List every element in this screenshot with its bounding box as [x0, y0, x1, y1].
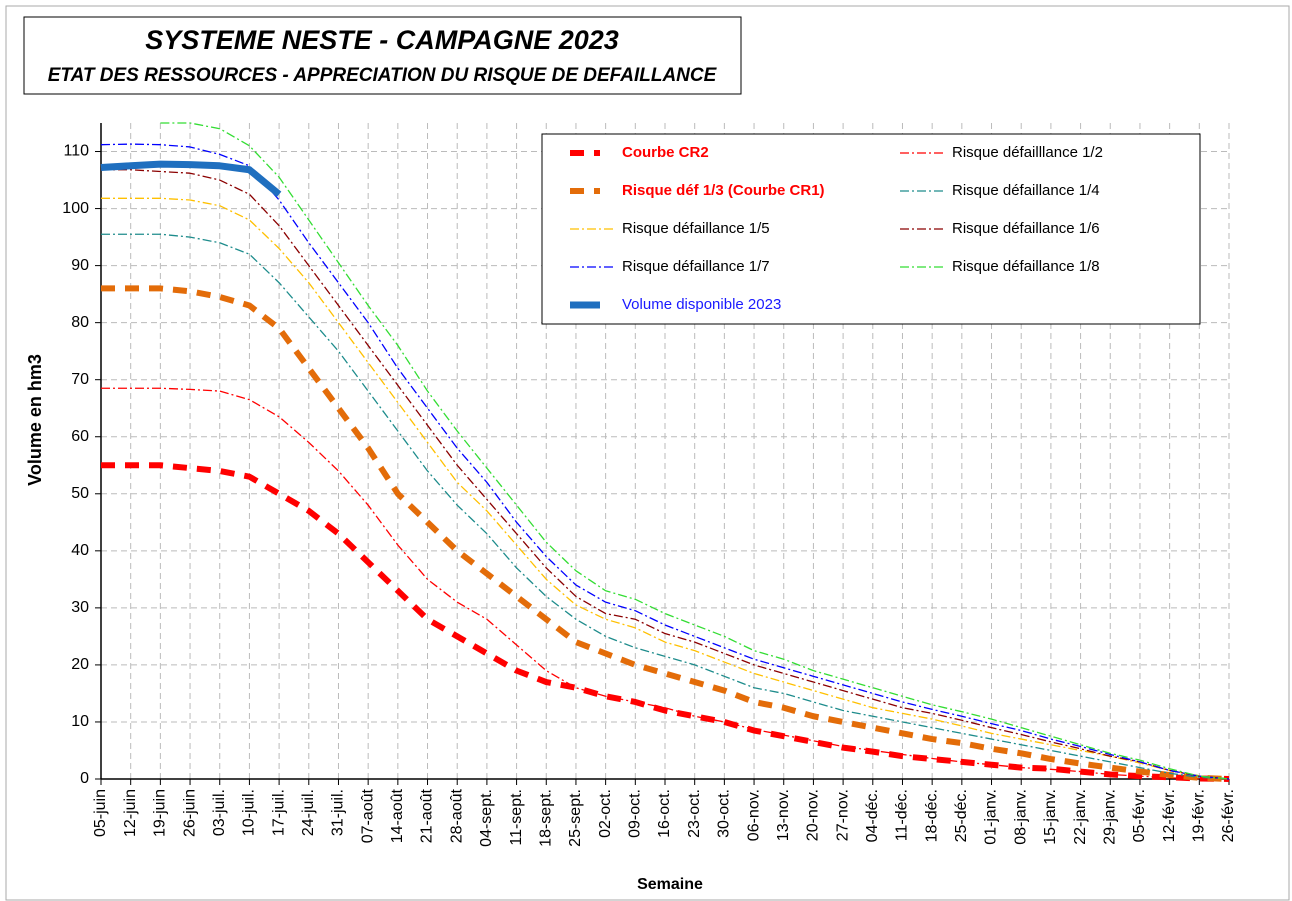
x-tick-label: 02-oct.: [597, 789, 614, 838]
legend-box: [541, 133, 1201, 325]
x-tick-label: 18-sept.: [537, 789, 554, 847]
x-tick-label: 11-sept.: [508, 789, 525, 846]
x-tick-label: 06-nov.: [745, 789, 762, 841]
y-tick-label: 110: [63, 143, 89, 160]
plot-area: [100, 122, 1230, 782]
x-tick-label: 01-janv.: [983, 789, 1000, 845]
y-tick-label: 70: [71, 371, 89, 388]
x-tick-label: 11-déc.: [894, 789, 911, 841]
legend-label: Risque déf 1/3 (Courbe CR1): [622, 182, 825, 199]
legend-label: Risque défaillance 1/7: [622, 258, 770, 275]
y-tick-label: 20: [71, 656, 89, 673]
x-tick-label: 08-janv.: [1012, 789, 1029, 845]
series-line: [101, 387, 1230, 780]
x-tick-label: 19-févr.: [1191, 789, 1208, 842]
x-tick-label: 22-janv.: [1072, 789, 1089, 845]
series-line: [101, 285, 1230, 782]
legend-label: Risque défaillance 1/8: [952, 258, 1100, 275]
x-tick-label: 20-nov.: [805, 789, 822, 841]
x-tick-label: 10-juil.: [241, 789, 258, 836]
x-tick-label: 27-nov.: [834, 789, 851, 841]
x-tick-label: 05-juin: [92, 789, 109, 837]
x-tick-label: 03-juil.: [211, 789, 228, 836]
x-tick-label: 17-juil.: [270, 789, 287, 836]
legend-label: Risque défaillance 1/5: [622, 220, 770, 237]
x-tick-label: 13-nov.: [775, 789, 792, 841]
y-tick-label: 10: [71, 713, 89, 730]
y-tick-label: 40: [71, 542, 89, 559]
x-tick-label: 29-janv.: [1101, 789, 1118, 845]
y-tick-label: 90: [71, 257, 89, 274]
series-line: [100, 160, 282, 198]
legend-label: Volume disponible 2023: [622, 296, 781, 313]
chart-title: SYSTEME NESTE - CAMPAGNE 2023: [145, 25, 619, 55]
x-tick-label: 18-déc.: [923, 789, 940, 842]
x-tick-label: 25-déc.: [953, 789, 970, 842]
x-axis-label: Semaine: [637, 876, 703, 893]
y-tick-label: 50: [71, 485, 89, 502]
x-tick-label: 14-août: [389, 788, 406, 843]
x-tick-label: 31-juil.: [330, 789, 347, 836]
x-tick-label: 19-juin: [152, 789, 169, 837]
x-tick-label: 15-janv.: [1042, 789, 1059, 845]
x-tick-label: 25-sept.: [567, 789, 584, 847]
legend-label: Risque défaillance 1/4: [952, 182, 1100, 199]
x-tick-label: 04-sept.: [478, 789, 495, 847]
legend-label: Courbe CR2: [622, 144, 709, 161]
x-tick-label: 21-août: [419, 788, 436, 843]
legend-label: Risque défaillance 1/6: [952, 220, 1100, 237]
y-tick-label: 100: [62, 200, 89, 217]
legend-label: Risque défailllance 1/2: [952, 144, 1103, 161]
series-line: [101, 197, 1230, 780]
chart-subtitle: ETAT DES RESSOURCES - APPRECIATION DU RI…: [48, 65, 718, 86]
title-box: [23, 16, 742, 95]
x-tick-label: 05-févr.: [1131, 789, 1148, 842]
x-tick-label: 30-oct.: [716, 789, 733, 838]
series-line: [100, 143, 1230, 780]
x-tick-label: 12-juin: [122, 789, 139, 837]
y-tick-label: 80: [71, 314, 89, 331]
y-tick-label: 30: [71, 599, 89, 616]
y-axis-label: Volume en hm3: [25, 354, 45, 486]
x-tick-label: 04-déc.: [864, 789, 881, 842]
x-tick-label: 16-oct.: [656, 789, 673, 838]
x-tick-label: 07-août: [359, 788, 376, 843]
x-tick-label: 24-juil.: [300, 789, 317, 836]
x-tick-label: 23-oct.: [686, 789, 703, 838]
x-tick-label: 28-août: [448, 788, 465, 843]
y-tick-label: 60: [71, 428, 89, 445]
x-tick-label: 26-juin: [181, 789, 198, 837]
x-tick-label: 12-févr.: [1161, 789, 1178, 842]
x-tick-label: 09-oct.: [627, 789, 644, 838]
series-line: [101, 169, 1230, 780]
series-line: [160, 122, 1230, 780]
y-tick-label: 0: [80, 770, 89, 787]
x-tick-label: 26-févr.: [1220, 789, 1237, 842]
series-line: [101, 233, 1230, 780]
